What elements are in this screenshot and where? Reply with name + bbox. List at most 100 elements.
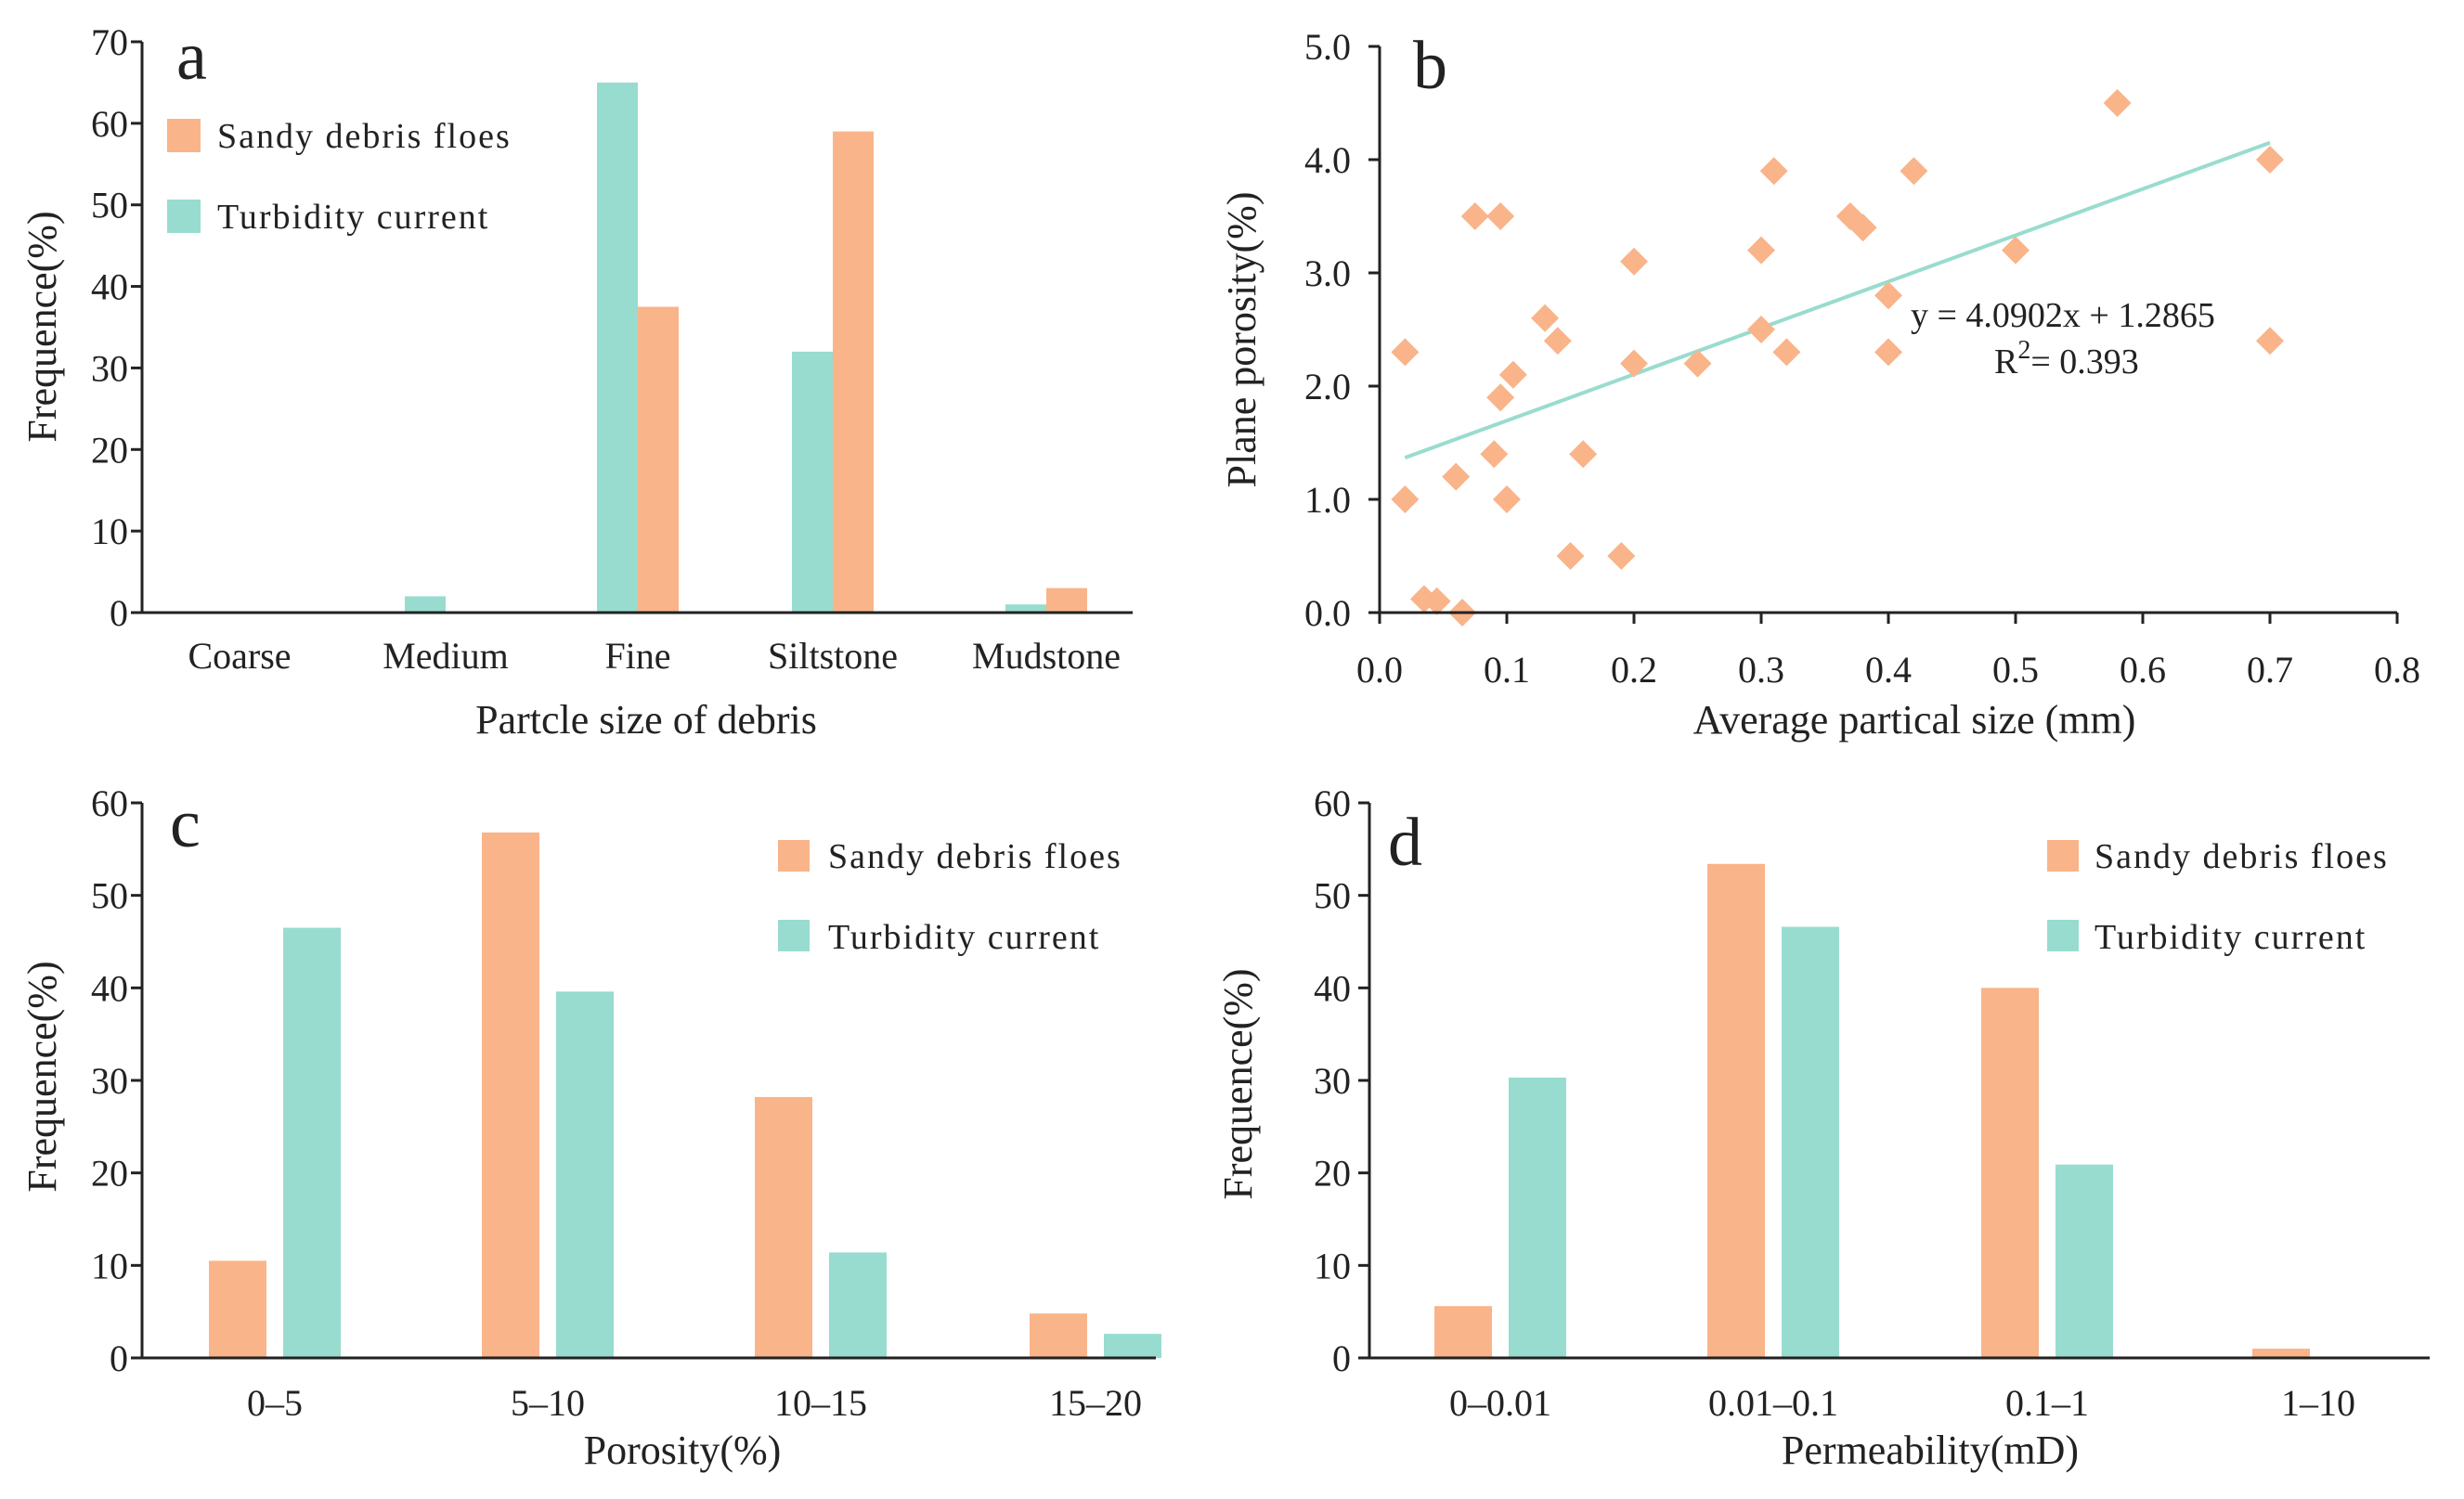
panel-c-bars xyxy=(209,832,1161,1358)
panel-b-r2: R2= 0.393 xyxy=(1994,336,2139,381)
panel-d-legend-sandy: Sandy debris floes xyxy=(2094,837,2389,876)
y-tick-label: 40 xyxy=(1314,967,1351,1009)
scatter-point-0 xyxy=(1391,338,1420,367)
panel-c-y-label: Frequence(%) xyxy=(19,961,65,1192)
y-tick-label: 50 xyxy=(91,875,128,917)
panel-a-legend: Sandy debris floes Turbidity current xyxy=(167,117,510,237)
panel-a-y-label: Frequence(%) xyxy=(19,211,65,442)
scatter-point-31 xyxy=(2256,146,2284,174)
bar-sandy-3 xyxy=(833,131,874,614)
y-tick-label: 0.0 xyxy=(1304,592,1351,634)
panel-c-x-label: Porosity(%) xyxy=(584,1428,782,1473)
y-tick-label: 60 xyxy=(1314,782,1351,824)
x-tick-label: 1–10 xyxy=(2281,1382,2355,1424)
panel-d-label: d xyxy=(1388,805,1422,881)
bar-turbidity-0 xyxy=(283,927,341,1358)
scatter-point-27 xyxy=(1874,338,1902,367)
panel-c-legend-turbidity: Turbidity current xyxy=(828,918,1100,957)
panel-b-points xyxy=(1391,89,2284,627)
y-tick-label: 50 xyxy=(1314,875,1351,917)
panel-d-y-ticks: 0 10 20 30 40 50 60 xyxy=(1314,782,1369,1379)
scatter-point-21 xyxy=(1747,316,1775,343)
y-tick-label: 0 xyxy=(1332,1337,1351,1379)
panel-d-y-label: Frequence(%) xyxy=(1215,968,1261,1199)
bar-sandy-2 xyxy=(755,1096,812,1358)
scatter-point-13 xyxy=(1543,327,1572,355)
scatter-point-6 xyxy=(1460,202,1489,230)
panel-b-axes xyxy=(1378,46,2397,614)
y-tick-label: 4.0 xyxy=(1304,139,1351,181)
panel-a-axes xyxy=(140,42,1133,614)
panel-c-y-ticks: 0 10 20 30 40 50 60 xyxy=(91,782,142,1379)
y-tick-label: 10 xyxy=(91,510,128,552)
panel-c: c 0 10 20 30 40 50 60 0–5 5–10 10–15 15–20 Porosi… xyxy=(19,782,1161,1473)
y-tick-label: 40 xyxy=(91,967,128,1009)
panel-c-label: c xyxy=(170,786,201,862)
y-tick-label: 20 xyxy=(91,429,128,471)
panel-b-x-ticks: 0.0 0.1 0.2 0.3 0.4 0.5 0.6 0.7 0.8 xyxy=(1356,613,2420,691)
x-tick-label: 0.1 xyxy=(1484,649,1530,691)
x-tick-label: 0.3 xyxy=(1738,649,1784,691)
scatter-point-22 xyxy=(1759,157,1788,186)
scatter-point-7 xyxy=(1480,440,1509,469)
scatter-point-32 xyxy=(2256,327,2284,355)
scatter-point-3 xyxy=(1422,587,1451,615)
panel-a: a 0 10 20 30 40 50 60 70 Coarse Medium Fine Siltst… xyxy=(19,19,1133,743)
panel-b-label: b xyxy=(1413,28,1447,104)
x-tick-label: Medium xyxy=(383,635,509,677)
x-tick-label: 0.7 xyxy=(2247,649,2293,691)
scatter-point-29 xyxy=(2002,236,2030,265)
bar-sandy-1 xyxy=(1707,863,1765,1358)
scatter-point-4 xyxy=(1442,462,1471,491)
bar-turbidity-2 xyxy=(2055,1164,2113,1358)
scatter-point-20 xyxy=(1747,236,1775,265)
panel-a-x-ticks: Coarse Medium Fine Siltstone Mudstone xyxy=(188,635,1121,677)
y-tick-label: 5.0 xyxy=(1304,26,1351,68)
scatter-point-17 xyxy=(1620,247,1648,276)
legend-swatch-turbidity xyxy=(2047,920,2079,951)
panel-c-axes xyxy=(140,803,1156,1360)
bar-turbidity-3 xyxy=(1104,1334,1161,1358)
x-tick-label: 0–0.01 xyxy=(1449,1382,1551,1424)
x-tick-label: 0.01–0.1 xyxy=(1708,1382,1838,1424)
bar-turbidity-1 xyxy=(1782,926,1839,1358)
panel-b: b 0.01.02.03.04.05.0 0.0 0.1 0.2 0.3 0.4 0.5 0… xyxy=(1219,26,2420,743)
panel-c-legend: Sandy debris floes Turbidity current xyxy=(778,837,1122,957)
bar-turbidity-2 xyxy=(597,82,638,613)
y-tick-label: 40 xyxy=(91,266,128,308)
panel-b-x-label: Average partical size (mm) xyxy=(1693,697,2136,743)
scatter-point-15 xyxy=(1569,440,1598,469)
bar-sandy-3 xyxy=(2252,1349,2310,1358)
bar-turbidity-4 xyxy=(1005,604,1046,613)
panel-b-fit-line xyxy=(1404,140,2271,459)
panel-a-x-label: Partcle size of debris xyxy=(475,697,817,743)
panel-d-axes xyxy=(1368,803,2430,1360)
panel-a-label: a xyxy=(176,19,207,95)
panel-d-bars xyxy=(1434,863,2310,1358)
bar-sandy-4 xyxy=(1046,588,1087,613)
legend-swatch-turbidity xyxy=(167,200,201,233)
y-tick-label: 0 xyxy=(110,1337,128,1379)
panel-d-legend-turbidity: Turbidity current xyxy=(2094,918,2367,957)
scatter-point-14 xyxy=(1556,542,1585,570)
panel-b-r2-sup: 2 xyxy=(2017,336,2030,365)
scatter-point-19 xyxy=(1683,349,1712,378)
panel-d-x-ticks: 0–0.01 0.01–0.1 0.1–1 1–10 xyxy=(1449,1382,2355,1424)
bar-sandy-3 xyxy=(1030,1313,1087,1358)
panel-a-bars xyxy=(405,82,1087,614)
panel-c-x-ticks: 0–5 5–10 10–15 15–20 xyxy=(247,1382,1142,1424)
x-tick-label: 0.4 xyxy=(1865,649,1912,691)
y-tick-label: 10 xyxy=(1314,1245,1351,1286)
x-tick-label: 0.2 xyxy=(1611,649,1657,691)
panel-d-legend: Sandy debris floes Turbidity current xyxy=(2047,837,2389,957)
x-tick-label: 0.5 xyxy=(1992,649,2039,691)
x-tick-label: 0–5 xyxy=(247,1382,303,1424)
legend-swatch-turbidity xyxy=(778,920,810,951)
x-tick-label: 5–10 xyxy=(511,1382,585,1424)
panel-c-legend-sandy: Sandy debris floes xyxy=(828,837,1122,876)
scatter-point-1 xyxy=(1391,485,1420,513)
y-tick-label: 50 xyxy=(91,185,128,226)
x-tick-label: 10–15 xyxy=(774,1382,867,1424)
panel-b-r2-value: = 0.393 xyxy=(2030,342,2138,381)
